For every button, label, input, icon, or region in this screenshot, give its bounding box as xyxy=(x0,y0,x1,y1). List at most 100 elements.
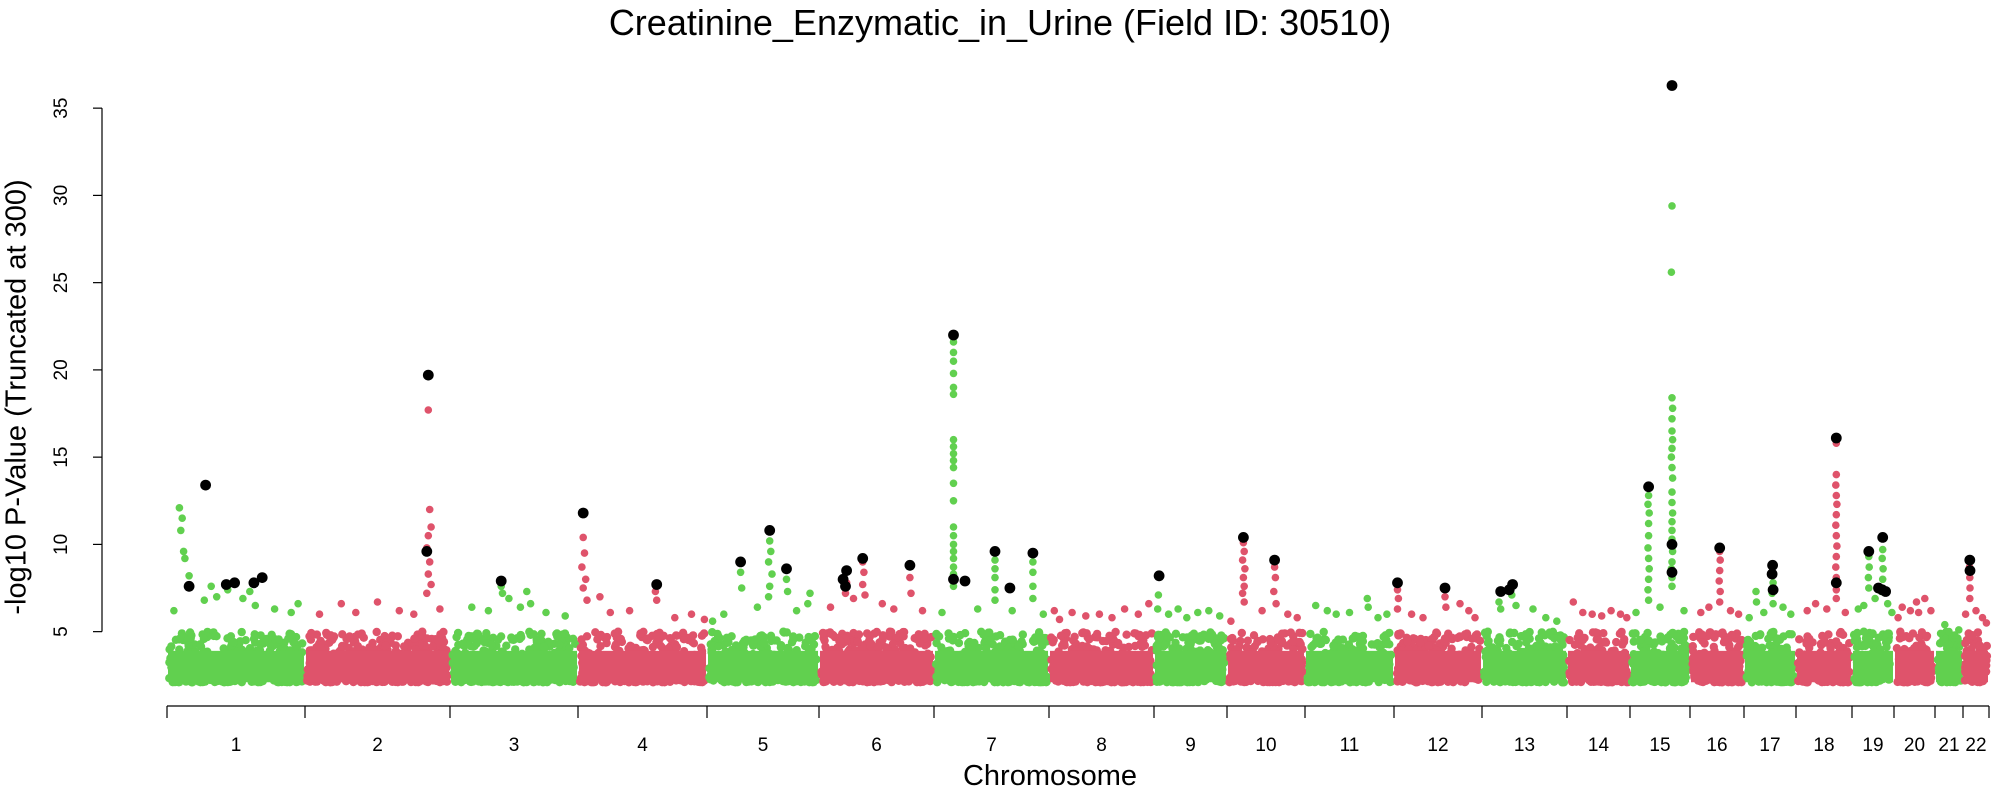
band-point xyxy=(1689,632,1698,642)
x-tick-label: 5 xyxy=(758,735,769,756)
band-point xyxy=(1593,635,1603,644)
band-point xyxy=(1160,641,1170,650)
data-point xyxy=(1082,612,1090,620)
data-point xyxy=(949,338,958,346)
y-tick-label: 25 xyxy=(51,272,72,293)
band-point xyxy=(472,639,481,648)
band-point xyxy=(1874,633,1884,642)
chromosome-2-points xyxy=(303,406,452,687)
band-point xyxy=(1379,632,1388,642)
data-point xyxy=(1865,584,1873,592)
data-point xyxy=(526,599,535,608)
band-point xyxy=(1424,641,1434,651)
data-point xyxy=(1864,573,1873,582)
x-tick-label: 13 xyxy=(1514,735,1535,756)
band-point xyxy=(1286,628,1296,637)
data-point xyxy=(1238,589,1247,598)
data-point xyxy=(991,573,999,582)
x-tick-label: 10 xyxy=(1255,735,1276,756)
band-point xyxy=(1861,641,1870,651)
band-point xyxy=(1650,638,1660,647)
band-point xyxy=(1092,629,1102,639)
band-point xyxy=(1295,637,1304,647)
data-point xyxy=(251,601,260,610)
band-point xyxy=(1070,632,1079,641)
data-point xyxy=(1644,491,1653,500)
data-point xyxy=(1270,587,1278,596)
data-point xyxy=(991,556,999,564)
data-point xyxy=(949,563,958,571)
band-point xyxy=(368,638,377,648)
band-core xyxy=(1797,650,1851,683)
band-point xyxy=(1883,629,1893,638)
band-point xyxy=(1164,632,1173,642)
data-point xyxy=(239,594,247,603)
band-core xyxy=(1050,650,1153,683)
data-point xyxy=(1240,547,1248,556)
data-point xyxy=(1645,509,1653,517)
data-point xyxy=(170,606,178,615)
data-point xyxy=(907,589,915,598)
band-point xyxy=(1319,627,1328,637)
band-point xyxy=(1114,638,1123,648)
data-point xyxy=(890,605,898,613)
data-point xyxy=(1879,565,1887,573)
data-point xyxy=(1832,481,1840,489)
band-point xyxy=(452,632,461,642)
chromosome-13-points xyxy=(1480,591,1569,687)
data-point xyxy=(579,584,587,592)
data-point xyxy=(687,610,696,618)
data-point xyxy=(861,591,869,599)
band-point xyxy=(1196,636,1206,645)
data-point xyxy=(1668,498,1676,507)
data-point xyxy=(1529,605,1537,613)
x-tick-label: 16 xyxy=(1706,735,1727,756)
data-point xyxy=(1832,521,1840,529)
data-point xyxy=(1668,517,1676,526)
band-point xyxy=(783,643,792,653)
chromosome-12-points xyxy=(1392,586,1485,687)
band-core xyxy=(1853,650,1893,683)
data-point xyxy=(178,514,186,522)
band-point xyxy=(1663,633,1673,642)
data-point xyxy=(1644,544,1652,552)
x-tick-label: 3 xyxy=(509,735,520,756)
data-point xyxy=(1542,613,1550,622)
x-axis: 1 2 3 4 5 6 7 8 9 10 11 12 13 14 15 16 17 18 19 20 21 22 xyxy=(166,705,1990,756)
data-point xyxy=(468,603,476,611)
band-point xyxy=(1586,643,1595,652)
data-point xyxy=(212,593,221,601)
data-point xyxy=(1752,587,1760,596)
band-point xyxy=(648,642,658,652)
band-point xyxy=(399,642,409,651)
data-point xyxy=(581,575,590,584)
data-point xyxy=(1871,594,1879,603)
data-point xyxy=(1569,598,1578,606)
band-point xyxy=(1186,640,1195,649)
chromosome-21-points xyxy=(1933,620,1965,687)
band-point xyxy=(1838,630,1848,639)
data-point xyxy=(1878,545,1887,554)
data-point xyxy=(1668,463,1676,472)
data-point xyxy=(1345,608,1354,617)
data-point xyxy=(1726,606,1735,615)
data-point xyxy=(737,584,746,592)
band-point xyxy=(948,636,957,645)
data-point xyxy=(858,580,867,589)
data-point xyxy=(1205,606,1213,615)
data-point xyxy=(1811,599,1820,608)
data-point xyxy=(1029,568,1037,577)
data-point xyxy=(1715,598,1724,606)
band-point xyxy=(502,641,511,650)
data-point xyxy=(1145,599,1153,608)
data-point xyxy=(1668,427,1676,435)
data-point xyxy=(1668,488,1676,496)
data-point xyxy=(1068,608,1076,617)
band-point xyxy=(211,631,220,640)
data-point xyxy=(1238,556,1247,564)
band-point xyxy=(1737,635,1746,645)
data-point xyxy=(1668,202,1676,210)
data-point xyxy=(1760,608,1768,617)
band-point xyxy=(873,642,882,651)
band-core xyxy=(1745,650,1795,683)
